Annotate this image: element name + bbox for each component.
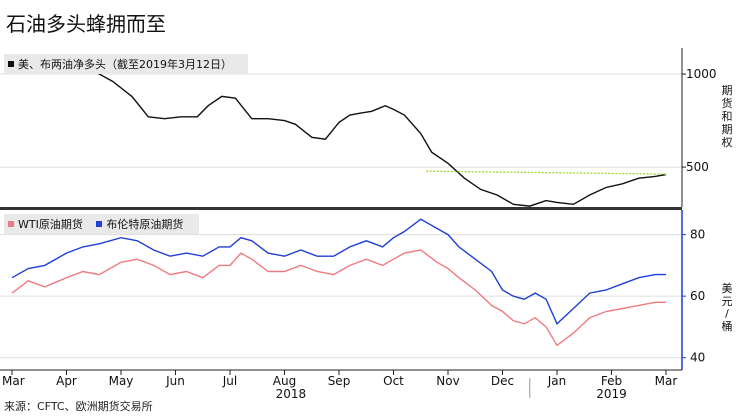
source-note: 来源：CFTC、欧洲期货交易所 [4, 400, 153, 413]
bottom-ylabel-char: / [725, 307, 729, 320]
xtick-label: Feb [601, 374, 622, 388]
wti-swatch [8, 221, 14, 227]
top-ylabel-char: 货 [722, 96, 733, 110]
xtick-label: Oct [383, 374, 404, 388]
bottom-ylabel-char: 元 [722, 295, 733, 308]
wti-line [11, 249, 666, 347]
top-ylabel-char: 权 [722, 136, 733, 149]
top-ytick-label: 500 [686, 160, 709, 174]
chart-title: 石油多头蜂拥而至 [6, 12, 166, 36]
top-ylabel-char: 和 [722, 110, 733, 123]
top-panel-grid [0, 73, 682, 168]
xtick-label: Sep [328, 374, 351, 388]
net-long-swatch [8, 61, 14, 67]
brent-legend-label: 布伦特原油期货 [106, 218, 184, 231]
top-panel-lines [11, 58, 667, 207]
bottom-ylabel-char: 美 [722, 282, 733, 295]
wti-legend-label: WTI原油期货 [18, 218, 83, 231]
xtick-label: Mar [655, 374, 678, 388]
bottom-ylabel-char: 桶 [722, 319, 733, 333]
xtick-label: Nov [436, 374, 459, 388]
bottom-panel-lines [11, 218, 666, 347]
top-legend: 美、布两油净多头（截至2019年3月12日） [4, 54, 248, 74]
net-long-legend-label: 美、布两油净多头（截至2019年3月12日） [18, 58, 232, 71]
xtick-label: Apr [56, 374, 77, 388]
bottom-panel-grid [0, 234, 682, 359]
top-ylabel-char: 期 [722, 123, 733, 136]
xtick-label: Mar [2, 374, 25, 388]
brent-swatch [96, 221, 103, 227]
xtick-label: Jan [547, 374, 567, 388]
xtick-label: May [109, 374, 134, 388]
year-label-2019: 2019 [596, 387, 627, 401]
bottom-ytick-label: 80 [690, 228, 705, 242]
chart-axes [0, 48, 683, 371]
year-label-2018: 2018 [276, 387, 307, 401]
threshold-line [426, 170, 667, 175]
bottom-ytick-label: 60 [690, 289, 705, 303]
xtick-label: Jul [222, 374, 237, 388]
panel-separator [0, 207, 682, 210]
top-ytick-label: 1000 [686, 67, 717, 81]
xtick-label: Aug [273, 374, 296, 388]
top-ylabel-char: 期 [722, 84, 733, 97]
xtick-label: Dec [491, 374, 514, 388]
net-long-line [11, 58, 667, 207]
brent-line [11, 218, 666, 325]
bottom-ytick-label: 40 [690, 351, 705, 365]
xtick-label: Jun [165, 374, 185, 388]
bottom-legend: WTI原油期货 布伦特原油期货 [4, 214, 200, 234]
